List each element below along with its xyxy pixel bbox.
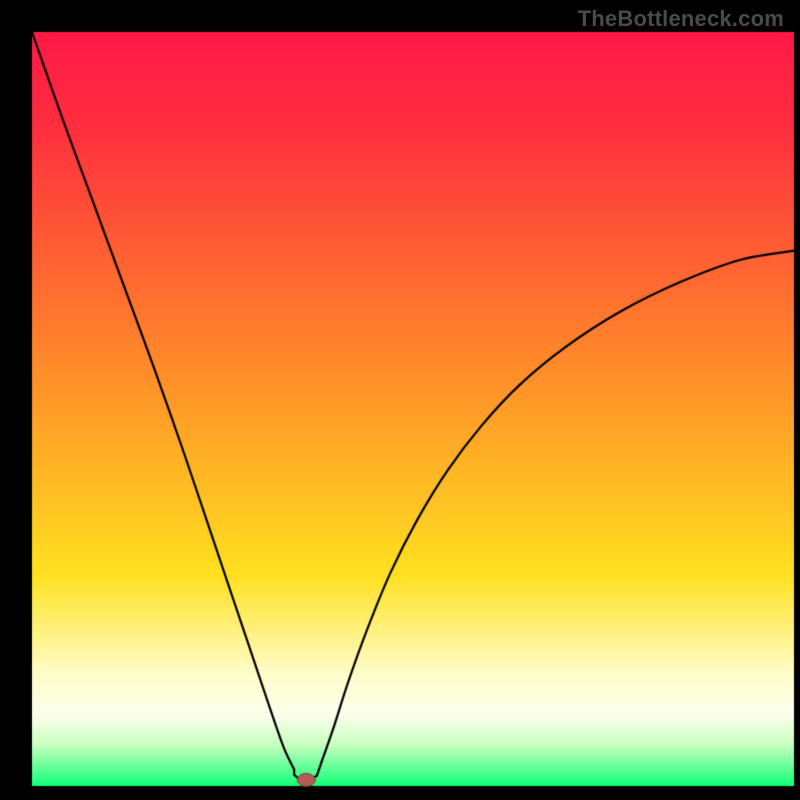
bottleneck-curve-chart [0,0,800,800]
chart-container: TheBottleneck.com [0,0,800,800]
watermark-text: TheBottleneck.com [578,6,784,32]
